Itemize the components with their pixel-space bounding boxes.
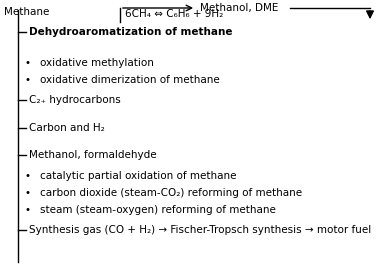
Text: Dehydroaromatization of methane: Dehydroaromatization of methane [29, 27, 232, 37]
Text: catalytic partial oxidation of methane: catalytic partial oxidation of methane [40, 171, 237, 181]
Text: •: • [25, 75, 31, 85]
Text: Methanol, DME: Methanol, DME [200, 3, 278, 13]
Text: Carbon and H₂: Carbon and H₂ [29, 123, 105, 133]
Text: •: • [25, 58, 31, 68]
Text: carbon dioxide (steam-CO₂) reforming of methane: carbon dioxide (steam-CO₂) reforming of … [40, 188, 302, 198]
Text: •: • [25, 171, 31, 181]
Text: •: • [25, 205, 31, 215]
Text: steam (steam-oxygen) reforming of methane: steam (steam-oxygen) reforming of methan… [40, 205, 276, 215]
Text: oxidative methylation: oxidative methylation [40, 58, 154, 68]
Text: Synthesis gas (CO + H₂) → Fischer-Tropsch synthesis → motor fuel: Synthesis gas (CO + H₂) → Fischer-Tropsc… [29, 225, 371, 235]
Text: C₂₊ hydrocarbons: C₂₊ hydrocarbons [29, 95, 121, 105]
Text: oxidative dimerization of methane: oxidative dimerization of methane [40, 75, 220, 85]
Text: Methanol, formaldehyde: Methanol, formaldehyde [29, 150, 157, 160]
Text: Methane: Methane [4, 7, 49, 17]
Text: •: • [25, 188, 31, 198]
Text: 6CH₄ ⇔ C₆H₆ + 9H₂: 6CH₄ ⇔ C₆H₆ + 9H₂ [125, 9, 224, 19]
